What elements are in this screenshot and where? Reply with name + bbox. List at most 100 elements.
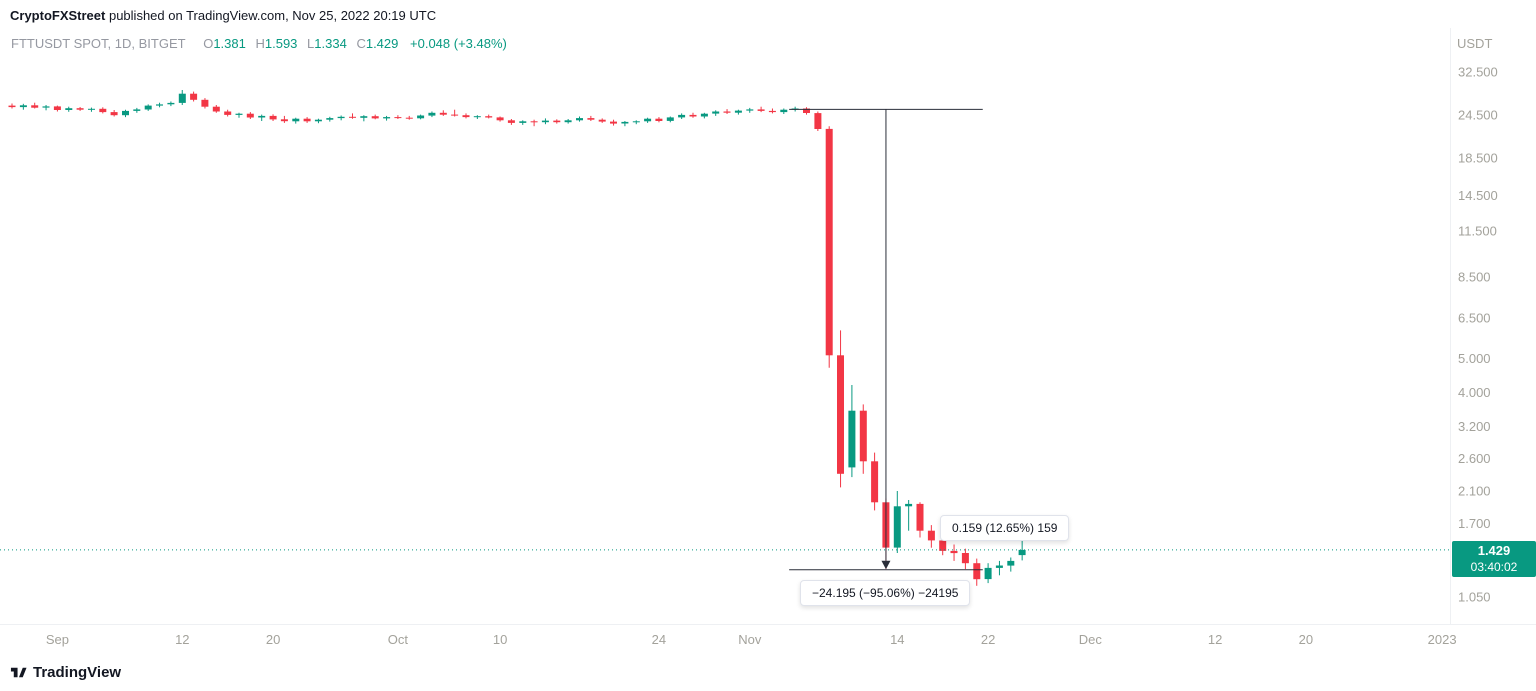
candle-body xyxy=(927,530,935,541)
candle-body xyxy=(224,111,232,115)
candle-body xyxy=(1007,560,1015,566)
candle-body xyxy=(88,108,95,110)
candle-body xyxy=(451,114,459,116)
price-tick-label: 5.000 xyxy=(1458,351,1491,366)
candle-body xyxy=(723,111,731,113)
candle-body xyxy=(167,102,175,105)
time-tick-label: 10 xyxy=(493,632,507,647)
candle-body xyxy=(258,115,266,118)
candle-body xyxy=(280,119,288,122)
candle-body xyxy=(564,120,572,123)
candle-body xyxy=(110,112,118,116)
candle-body xyxy=(780,109,788,113)
candle-body xyxy=(1018,549,1026,556)
price-tick-label: 3.200 xyxy=(1458,419,1491,434)
time-tick-label: 12 xyxy=(1208,632,1222,647)
candle-body xyxy=(428,112,436,116)
price-axis[interactable]: 32.500 24.500 18.500 14.500 11.500 8.500 6.500… xyxy=(1458,65,1498,605)
change-value: +0.048 (+3.48%) xyxy=(410,36,507,51)
candle-body xyxy=(905,503,913,507)
measure-tool[interactable] xyxy=(789,108,983,571)
open-label: O xyxy=(203,36,214,51)
candle-body xyxy=(65,108,73,110)
close-label: C xyxy=(356,36,366,51)
candle-body xyxy=(995,565,1003,568)
open-value: 1.381 xyxy=(213,36,246,51)
candle-body xyxy=(587,118,595,120)
candle-body xyxy=(360,116,368,118)
candle-body xyxy=(553,120,561,123)
candle-body xyxy=(768,110,776,113)
candle-body xyxy=(939,540,947,551)
candle-body xyxy=(42,106,50,108)
candle-body xyxy=(439,112,447,115)
bar-countdown: 03:40:02 xyxy=(1470,560,1518,574)
candle-body xyxy=(190,93,198,100)
price-axis-unit: USDT xyxy=(1457,36,1493,51)
candle-body xyxy=(485,116,493,118)
measure-label-down[interactable]: −24.195 (−95.06%) −24195 xyxy=(800,580,971,606)
last-price-badge: 1.429 03:40:02 xyxy=(1452,541,1536,577)
candle-body xyxy=(973,563,981,580)
time-tick-label: 22 xyxy=(981,632,995,647)
measure-arrowhead-down xyxy=(881,560,891,570)
candle-body xyxy=(269,115,277,120)
candle-body xyxy=(133,109,141,111)
time-tick-label: 20 xyxy=(1299,632,1313,647)
candle-body xyxy=(678,114,686,118)
candle-body xyxy=(144,105,152,110)
low-value: 1.334 xyxy=(314,36,347,51)
time-tick-label: 20 xyxy=(266,632,280,647)
time-axis[interactable]: Sep 12 20 Oct 10 24 Nov 14 22 Dec 12 20 2023 xyxy=(46,632,1457,647)
candle-body xyxy=(859,410,867,462)
candle-body xyxy=(961,553,969,564)
candle-body xyxy=(99,108,107,113)
time-tick-label: Dec xyxy=(1079,632,1103,647)
tradingview-logo-icon[interactable] xyxy=(10,664,27,681)
symbol-title[interactable]: FTTUSDT SPOT, 1D, BITGET xyxy=(11,36,186,51)
candle-body xyxy=(916,503,924,531)
high-label: H xyxy=(255,36,265,51)
time-tick-label: Oct xyxy=(388,632,409,647)
tradingview-brand-text[interactable]: TradingView xyxy=(33,664,122,681)
close-value: 1.429 xyxy=(365,36,399,51)
candle-body xyxy=(19,105,27,108)
time-tick-label: 12 xyxy=(175,632,189,647)
time-tick-label: 14 xyxy=(890,632,904,647)
price-tick-label: 6.500 xyxy=(1458,311,1491,326)
candle-body xyxy=(610,121,617,124)
price-tick-label: 8.500 xyxy=(1458,270,1491,285)
publish-banner: CryptoFXStreet published on TradingView.… xyxy=(10,8,436,23)
price-tick-label: 11.500 xyxy=(1458,223,1497,238)
candle-body xyxy=(246,113,254,118)
publish-info: published on TradingView.com, Nov 25, 20… xyxy=(105,8,437,23)
candle-body xyxy=(746,109,754,111)
chart-legend: FTTUSDT SPOT, 1D, BITGET O1.381 H1.593 L… xyxy=(11,36,507,51)
candle-body xyxy=(848,410,856,468)
time-tick-label: Nov xyxy=(738,632,762,647)
candle-body xyxy=(655,118,663,121)
time-tick-label: 24 xyxy=(652,632,666,647)
candle-body xyxy=(178,93,186,103)
candle-body xyxy=(201,99,209,107)
candle-body xyxy=(814,113,822,129)
candle-body xyxy=(383,117,391,119)
candle-body xyxy=(405,117,413,119)
candle-body xyxy=(893,506,901,548)
candle-body xyxy=(825,128,833,356)
candle-body xyxy=(31,105,39,108)
price-tick-label: 1.700 xyxy=(1458,516,1491,531)
candle-body xyxy=(417,115,425,119)
candle-body xyxy=(122,110,129,116)
price-tick-label: 18.500 xyxy=(1458,151,1498,166)
candle-body xyxy=(803,108,810,113)
candle-body xyxy=(757,109,765,111)
candle-body xyxy=(837,355,844,474)
price-tick-label: 1.050 xyxy=(1458,590,1491,605)
time-tick-label: 2023 xyxy=(1428,632,1457,647)
candle-body xyxy=(394,117,402,119)
candle-body xyxy=(576,118,583,121)
candle-body xyxy=(326,118,334,120)
measure-label-up[interactable]: 0.159 (12.65%) 159 xyxy=(940,515,1070,541)
